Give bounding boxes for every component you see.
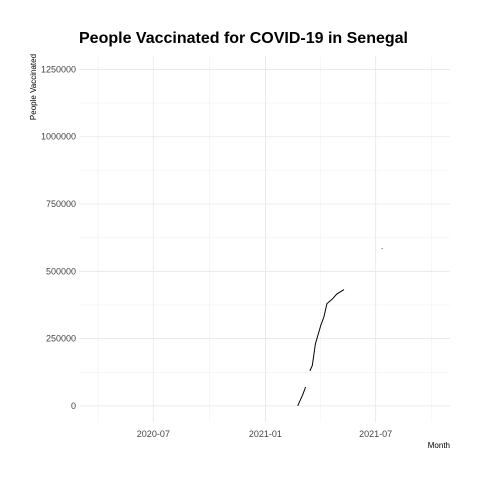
x-tick-label: 2021-01: [249, 429, 282, 439]
y-tick-label: 1250000: [41, 64, 76, 74]
x-axis-ticks: 2020-07 2021-01 2021-07: [137, 429, 392, 439]
chart-title: People Vaccinated for COVID-19 in Senega…: [79, 30, 408, 47]
y-tick-label: 0: [71, 401, 76, 411]
y-tick-label: 500000: [46, 266, 76, 276]
y-axis-label: People Vaccinated: [29, 54, 38, 120]
chart-grid: [79, 56, 450, 422]
y-tick-label: 250000: [46, 334, 76, 344]
x-axis-label: Month: [428, 441, 450, 450]
x-tick-label: 2021-07: [359, 429, 392, 439]
y-axis-ticks: 0 250000 500000 750000 1000000 1250000: [41, 64, 76, 410]
x-tick-label: 2020-07: [137, 429, 170, 439]
y-tick-label: 1000000: [41, 132, 76, 142]
series-line-segment: [297, 386, 307, 407]
series-line-segment: [309, 289, 345, 372]
chart-series: [297, 247, 383, 407]
y-tick-label: 750000: [46, 199, 76, 209]
